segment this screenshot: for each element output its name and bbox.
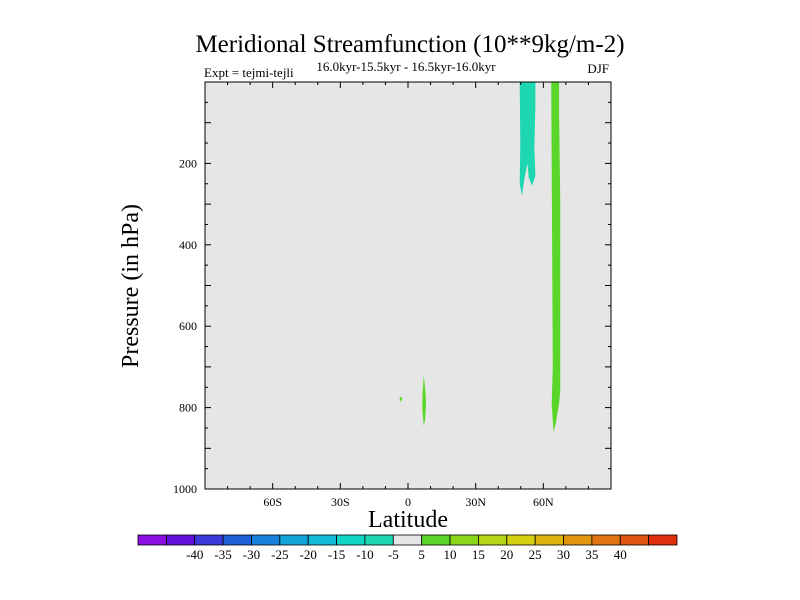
contour-features [399,82,561,432]
colorbar-label: -15 [328,547,345,562]
colorbar-label: -20 [300,547,317,562]
period-label: 16.0kyr-15.5kyr - 16.5kyr-16.0kyr [316,59,496,74]
y-tick-label: 800 [179,401,197,415]
positive-speck-equator [399,396,403,402]
colorbar-label: 25 [529,547,542,562]
colorbar-swatch [421,534,451,546]
y-tick-label: 600 [179,319,197,333]
colorbar-label: -35 [214,547,231,562]
colorbar-swatch [619,534,650,546]
colorbar-swatch [534,534,564,546]
colorbar-label: -30 [243,547,260,562]
colorbar-swatch [251,534,281,546]
colorbar-swatch [222,534,252,546]
colorbar-swatch [478,534,508,546]
colorbar-label: 30 [557,547,570,562]
y-tick-label: 1000 [173,482,197,496]
colorbar-label: -10 [356,547,373,562]
chart-title: Meridional Streamfunction (10**9kg/m-2) [195,31,624,58]
positive-cell-equator [422,375,426,426]
x-tick-label: 30N [465,495,486,509]
colorbar-label: 5 [418,547,425,562]
colorbar-swatch [449,534,479,546]
colorbar-swatch [364,534,394,546]
x-tick-label: 30S [331,495,350,509]
colorbar-swatch [563,534,593,546]
colorbar-label: 40 [614,547,627,562]
positive-cell-high-latitude [551,82,561,432]
x-axis-label: Latitude [368,507,448,533]
y-tick-label: 400 [179,238,197,252]
experiment-label: Expt = tejmi-tejli [204,65,294,80]
colorbar-label: 20 [500,547,513,562]
colorbar-swatch [165,534,196,546]
negative-cell-high-latitude [519,82,536,196]
plot-area [205,82,611,489]
x-tick-label: 60N [533,495,554,509]
colorbar-swatch [307,534,337,546]
colorbar-label: -25 [271,547,288,562]
colorbar: -40 -35 -30 -25 -20 -15 -10 -5 5 10 15 20 25 30 35 40 [137,534,678,562]
y-axis-label: Pressure (in hPa) [118,204,144,368]
colorbar-swatch [194,534,224,546]
colorbar-swatch [392,534,423,546]
season-label: DJF [587,61,609,76]
x-tick-label: 0 [405,495,411,509]
colorbar-swatch [279,534,309,546]
colorbar-label: -5 [388,547,399,562]
colorbar-swatch [648,534,678,546]
axes: 60S 30S 0 30N 60N 200 400 600 800 1000 [173,82,611,509]
colorbar-swatch [137,534,167,546]
colorbar-label: 10 [444,547,457,562]
colorbar-label: 35 [585,547,598,562]
colorbar-label: -40 [186,547,203,562]
colorbar-swatch [506,534,536,546]
x-tick-label: 60S [263,495,282,509]
y-tick-label: 200 [179,156,197,170]
colorbar-label: 15 [472,547,485,562]
colorbar-swatch [591,534,621,546]
colorbar-swatch [336,534,366,546]
